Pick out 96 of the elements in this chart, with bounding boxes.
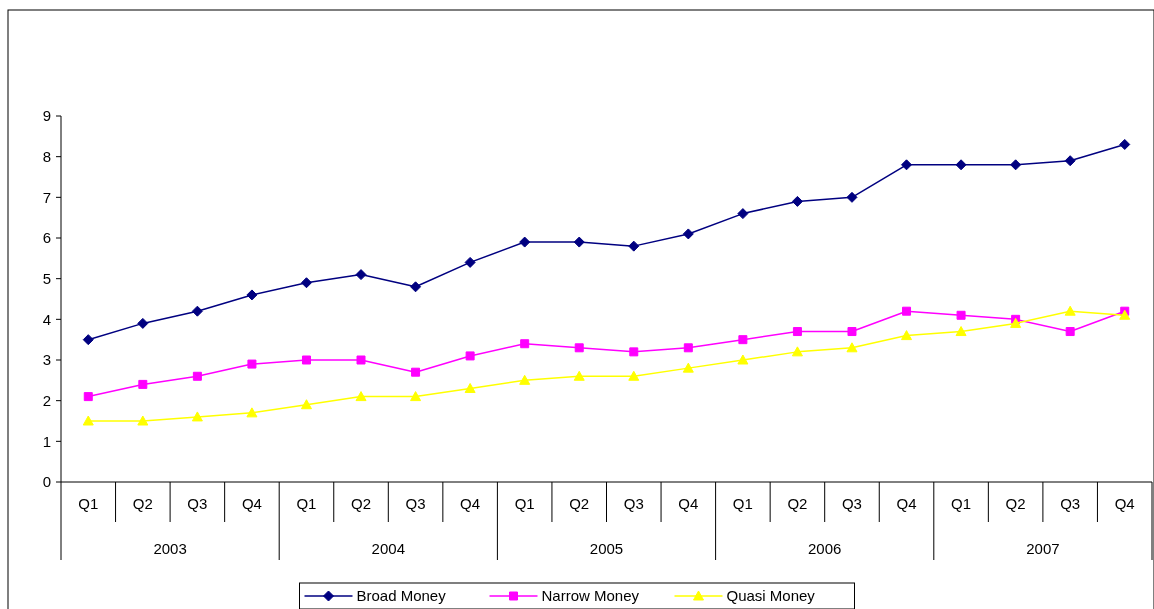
x-tick-label: Q3 <box>405 495 426 512</box>
point <box>355 269 367 281</box>
x-tick-label: Q2 <box>569 495 590 512</box>
y-tick-label: 7 <box>42 188 51 206</box>
point <box>1064 155 1076 167</box>
x-tick-label: Q2 <box>351 495 372 512</box>
legend-label: Quasi Money <box>726 587 816 605</box>
point <box>738 335 748 345</box>
point <box>1119 138 1131 150</box>
point <box>902 306 912 316</box>
point <box>955 326 967 337</box>
x-tick-label: Q2 <box>1005 495 1026 512</box>
point <box>955 159 967 171</box>
y-tick-label: 6 <box>42 229 51 247</box>
point <box>1119 309 1131 320</box>
x-tick-label: Q4 <box>1114 495 1135 512</box>
point <box>956 310 966 320</box>
x-tick-label: Q1 <box>732 495 753 512</box>
point <box>246 289 258 301</box>
point <box>520 339 530 349</box>
text: 2005 <box>589 540 624 557</box>
y-tick-label: 1 <box>42 432 51 450</box>
x-tick-label: Q4 <box>678 495 699 512</box>
text: 2007 <box>1026 540 1060 557</box>
point <box>83 392 93 402</box>
point <box>246 407 258 418</box>
point <box>465 351 475 361</box>
x-tick-label: Q2 <box>132 495 153 512</box>
x-tick-label: Q4 <box>896 495 917 512</box>
point <box>191 411 203 422</box>
point <box>682 228 694 240</box>
legend-label: Narrow Money <box>541 587 640 605</box>
x-tick-label: Q1 <box>78 495 99 512</box>
point <box>82 415 94 426</box>
legend-label: Broad Money <box>356 587 447 605</box>
point <box>628 370 640 381</box>
y-tick-label: 9 <box>42 107 51 125</box>
text: 2003 <box>153 540 187 557</box>
y-tick-label: 8 <box>42 147 51 165</box>
x-tick-label: Q3 <box>841 495 862 512</box>
point <box>82 334 94 346</box>
point <box>737 354 749 365</box>
point <box>138 379 148 389</box>
point <box>683 343 693 353</box>
point <box>847 327 857 337</box>
point <box>628 240 640 252</box>
point <box>137 415 149 426</box>
x-tick-label: Q2 <box>787 495 808 512</box>
point <box>410 391 422 402</box>
text: 2006 <box>808 540 842 557</box>
point <box>574 343 584 353</box>
point <box>1010 159 1022 171</box>
point <box>791 195 803 207</box>
x-tick-label: Q3 <box>623 495 644 512</box>
point <box>737 208 749 220</box>
point <box>464 382 476 393</box>
x-tick-label: Q4 <box>460 495 481 512</box>
point <box>464 256 476 268</box>
point <box>355 391 367 402</box>
point <box>682 362 694 373</box>
x-tick-label: Q3 <box>187 495 208 512</box>
point <box>300 399 312 410</box>
point <box>629 347 639 357</box>
point <box>356 355 366 365</box>
x-tick-label: Q1 <box>514 495 535 512</box>
point <box>846 191 858 203</box>
point <box>410 281 422 293</box>
y-tick-label: 0 <box>42 473 51 491</box>
point <box>191 305 203 317</box>
point <box>301 355 311 365</box>
x-tick-label: Q4 <box>241 495 262 512</box>
point <box>791 346 803 357</box>
point <box>1065 327 1075 337</box>
point <box>192 371 202 381</box>
point <box>792 327 802 337</box>
y-tick-label: 4 <box>42 310 51 328</box>
point <box>1010 317 1022 328</box>
x-tick-label: Q3 <box>1060 495 1081 512</box>
point <box>137 317 149 329</box>
text: 2004 <box>371 540 405 557</box>
point <box>519 236 531 248</box>
point <box>573 370 585 381</box>
point <box>846 342 858 353</box>
point <box>573 236 585 248</box>
y-tick-label: 2 <box>42 391 51 409</box>
point <box>519 374 531 385</box>
x-tick-label: Q1 <box>296 495 317 512</box>
point <box>247 359 257 369</box>
x-tick-label: Q1 <box>951 495 972 512</box>
point <box>901 159 913 171</box>
y-tick-label: 5 <box>42 269 51 287</box>
point <box>901 330 913 341</box>
point <box>411 367 421 377</box>
point <box>1064 305 1076 316</box>
y-tick-label: 3 <box>42 351 51 369</box>
point <box>300 277 312 289</box>
